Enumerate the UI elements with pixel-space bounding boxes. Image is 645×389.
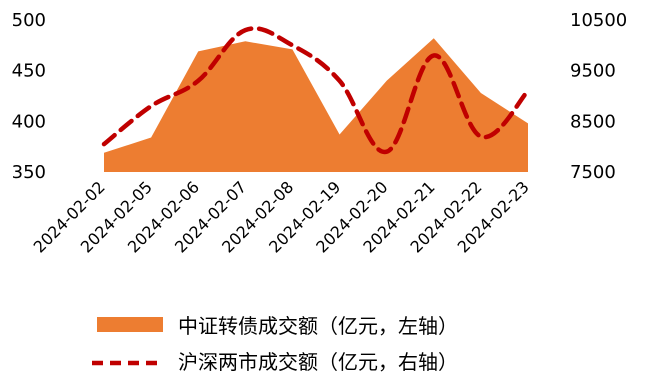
legend-label-area: 中证转债成交额（亿元，左轴） <box>178 314 458 338</box>
plot-area <box>101 26 531 172</box>
left-y-tick-label: 400 <box>12 111 46 132</box>
right-y-tick-label: 9500 <box>570 61 616 82</box>
left-y-tick-label: 500 <box>12 10 46 31</box>
x-axis: 2024-02-022024-02-052024-02-062024-02-07… <box>30 177 533 256</box>
line-series <box>101 26 531 154</box>
left-y-axis: 350 400 450 500 <box>12 10 46 183</box>
legend-label-line: 沪深两市成交额（亿元，右轴） <box>178 350 458 374</box>
left-y-tick-label: 450 <box>12 61 46 82</box>
right-y-axis: 7500 8500 9500 10500 <box>570 10 627 183</box>
legend: 中证转债成交额（亿元，左轴） 沪深两市成交额（亿元，右轴） <box>92 314 458 374</box>
left-y-tick-label: 350 <box>12 162 46 183</box>
right-y-tick-label: 10500 <box>570 10 627 31</box>
right-y-tick-label: 7500 <box>570 162 616 183</box>
legend-swatch-area <box>97 317 163 332</box>
right-y-tick-label: 8500 <box>570 111 616 132</box>
